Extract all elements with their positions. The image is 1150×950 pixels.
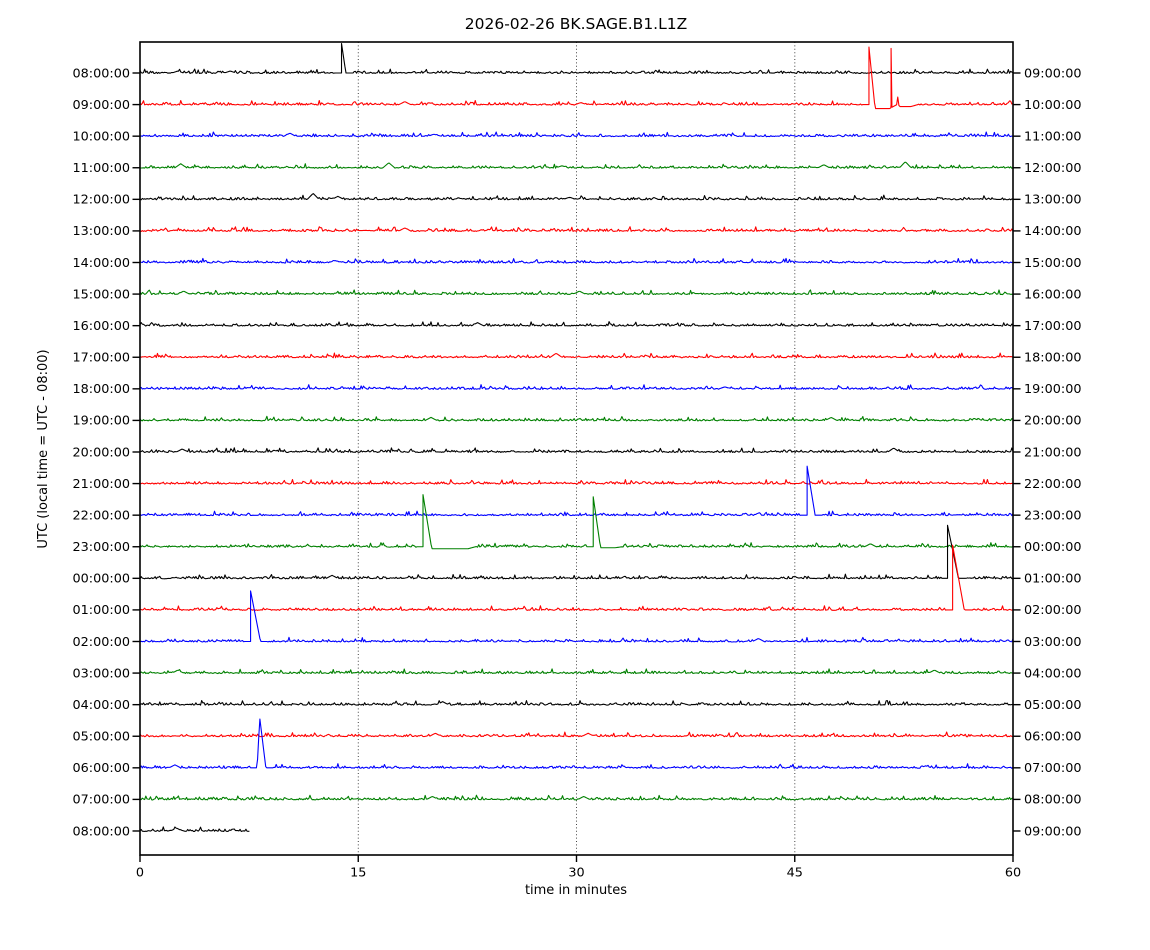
trace-row [139, 544, 1014, 611]
local-time-label: 08:00:00 [1024, 793, 1081, 808]
local-time-label: 16:00:00 [1024, 287, 1081, 302]
utc-time-label: 01:00:00 [73, 603, 130, 618]
local-time-label: 04:00:00 [1024, 666, 1081, 681]
local-time-label: 10:00:00 [1024, 98, 1081, 113]
local-time-label: 23:00:00 [1024, 508, 1081, 523]
trace-row [139, 478, 1014, 485]
trace-row [139, 161, 1014, 169]
trace-row [139, 494, 1014, 550]
utc-time-label: 11:00:00 [73, 161, 130, 176]
y-axis-label: UTC (local time = UTC - 08:00) [36, 349, 51, 548]
local-time-label: 06:00:00 [1024, 730, 1081, 745]
trace-row [139, 465, 1014, 517]
trace-row [139, 321, 1014, 327]
utc-time-label: 02:00:00 [73, 635, 130, 650]
utc-time-label: 00:00:00 [73, 572, 130, 587]
local-time-label: 12:00:00 [1024, 161, 1081, 176]
trace-row [139, 718, 1014, 769]
utc-time-label: 16:00:00 [73, 319, 130, 334]
utc-time-label: 10:00:00 [73, 129, 130, 144]
axis-tick-labels: 0 15 30 45 60 08:00:00 09:00:00 09:00:00 10:00:0… [73, 66, 1082, 880]
trace-row [139, 289, 1014, 296]
trace-row [139, 46, 1014, 110]
local-time-label: 22:00:00 [1024, 477, 1081, 492]
utc-time-label: 04:00:00 [73, 698, 130, 713]
local-time-label: 03:00:00 [1024, 635, 1081, 650]
local-time-label: 15:00:00 [1024, 256, 1081, 271]
trace-row [139, 415, 1014, 422]
local-time-label: 20:00:00 [1024, 414, 1081, 429]
trace-row [139, 352, 1014, 359]
x-tick-label: 60 [1005, 866, 1021, 881]
local-time-label: 07:00:00 [1024, 761, 1081, 776]
trace-row [139, 731, 1014, 738]
local-time-label: 14:00:00 [1024, 224, 1081, 239]
utc-time-label: 09:00:00 [73, 98, 130, 113]
utc-time-label: 18:00:00 [73, 382, 130, 397]
trace-row [139, 226, 1014, 232]
local-time-label: 18:00:00 [1024, 351, 1081, 366]
utc-time-label: 03:00:00 [73, 666, 130, 681]
trace-row [139, 668, 1014, 675]
utc-time-label: 07:00:00 [73, 793, 130, 808]
x-axis-label: time in minutes [525, 883, 627, 898]
trace-row [139, 794, 1014, 801]
utc-time-label: 23:00:00 [73, 540, 130, 555]
x-tick-label: 45 [787, 866, 803, 881]
local-time-label: 05:00:00 [1024, 698, 1081, 713]
trace-row [139, 131, 1014, 138]
utc-time-label: 08:00:00 [73, 66, 130, 81]
local-time-label: 19:00:00 [1024, 382, 1081, 397]
utc-time-label: 20:00:00 [73, 445, 130, 460]
trace-row [139, 524, 1014, 580]
utc-time-label: 14:00:00 [73, 256, 130, 271]
trace-row [139, 447, 1014, 454]
utc-time-label: 08:00:00 [73, 824, 130, 839]
trace-row [139, 699, 1014, 706]
local-time-label: 01:00:00 [1024, 572, 1081, 587]
x-tick-label: 15 [350, 866, 366, 881]
utc-time-label: 06:00:00 [73, 761, 130, 776]
utc-time-label: 12:00:00 [73, 193, 130, 208]
trace-row [139, 384, 1014, 390]
local-time-label: 09:00:00 [1024, 824, 1081, 839]
chart-title: 2026-02-26 BK.SAGE.B1.L1Z [465, 15, 687, 33]
trace-row [139, 257, 1014, 264]
utc-time-label: 13:00:00 [73, 224, 130, 239]
trace-row [139, 42, 1014, 75]
utc-time-label: 19:00:00 [73, 414, 130, 429]
utc-time-label: 15:00:00 [73, 287, 130, 302]
local-time-label: 13:00:00 [1024, 193, 1081, 208]
local-time-label: 02:00:00 [1024, 603, 1081, 618]
local-time-label: 09:00:00 [1024, 66, 1081, 81]
utc-time-label: 22:00:00 [73, 508, 130, 523]
utc-time-label: 05:00:00 [73, 730, 130, 745]
local-time-label: 11:00:00 [1024, 129, 1081, 144]
x-tick-label: 30 [568, 866, 584, 881]
trace-row [139, 590, 1014, 643]
trace-group [139, 42, 1014, 833]
trace-row [139, 826, 250, 833]
utc-time-label: 17:00:00 [73, 351, 130, 366]
local-time-label: 17:00:00 [1024, 319, 1081, 334]
local-time-label: 21:00:00 [1024, 445, 1081, 460]
local-time-label: 00:00:00 [1024, 540, 1081, 555]
utc-time-label: 21:00:00 [73, 477, 130, 492]
x-tick-label: 0 [136, 866, 144, 881]
trace-row [139, 193, 1014, 201]
gridlines [357, 42, 796, 855]
axis-ticks [132, 72, 1021, 862]
